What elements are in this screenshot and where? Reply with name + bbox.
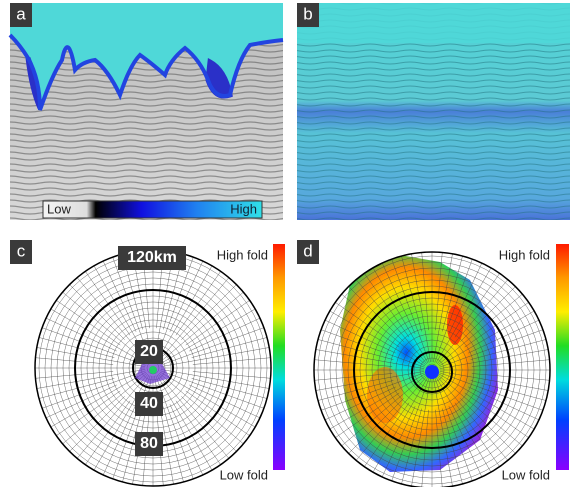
panel-a: a Low High: [10, 3, 283, 220]
grid-line: [70, 396, 125, 451]
ring-label: 20: [140, 343, 158, 360]
colorbar-high: High fold: [499, 247, 550, 262]
panel-label: b: [303, 4, 312, 23]
colorbar-high: High: [230, 201, 257, 216]
fold-map: [340, 255, 498, 472]
panel-c: c 120km 20 40 80 High fold Low fold: [10, 240, 285, 486]
panel-label: a: [16, 4, 26, 23]
ring-label: 80: [140, 435, 158, 452]
cyan-water-layer: [297, 3, 570, 43]
fold-center: [149, 366, 157, 374]
grid-line: [157, 266, 212, 361]
colorbar-low: Low fold: [502, 467, 550, 482]
grid-line: [160, 372, 255, 427]
colorbar: [273, 244, 285, 470]
colorbar: [43, 201, 262, 218]
grid-line: [157, 375, 212, 470]
panel-label: d: [303, 241, 312, 260]
figure: a Low High b c 120km 20 40 80 High fold …: [0, 0, 573, 487]
ring-label: 120km: [127, 249, 177, 266]
fold-center: [425, 365, 439, 379]
panel-d: d High fold Low fold: [297, 240, 569, 487]
colorbar-low: Low: [47, 201, 71, 216]
colorbar-high: High fold: [217, 247, 268, 262]
grid-line: [70, 285, 125, 340]
grid-line: [51, 372, 146, 427]
colorbar-low: Low fold: [220, 467, 268, 482]
grid-line: [181, 285, 236, 340]
grid-line: [51, 309, 146, 364]
grid-line: [181, 396, 236, 451]
page: {"panels": [ {"label": "a", "colorbar": …: [0, 0, 573, 487]
panel-label: c: [17, 241, 26, 260]
panel-b: b: [297, 3, 570, 220]
ring-label: 40: [140, 395, 158, 412]
colorbar: [556, 244, 569, 470]
grid-line: [160, 309, 255, 364]
